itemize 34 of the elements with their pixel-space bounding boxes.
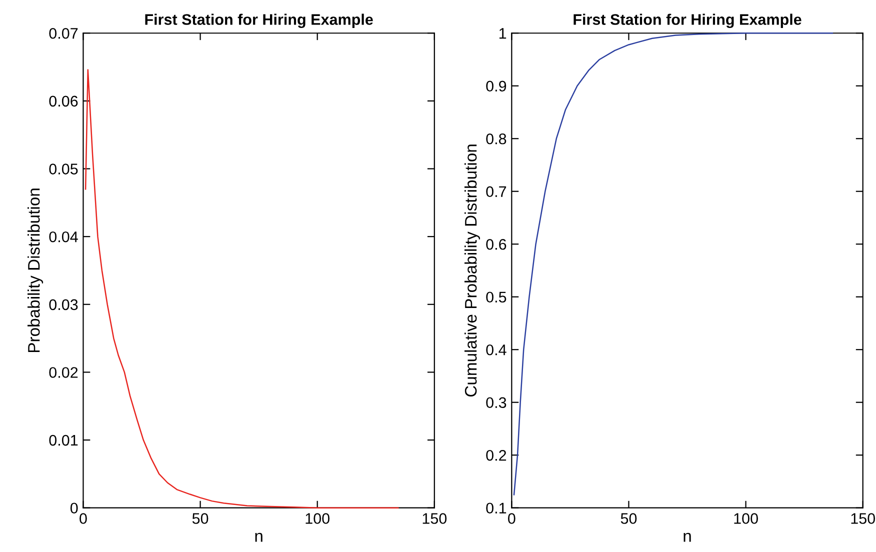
y-tick-label: 1 — [499, 28, 506, 39]
y-tick-label: 0.7 — [486, 186, 506, 198]
x-tick-label: 50 — [192, 513, 208, 524]
x-tick-label: 100 — [734, 513, 758, 524]
x-tick-label: 50 — [620, 513, 637, 524]
chart-title: First Station for Hiring Example — [574, 14, 802, 28]
y-tick-label: 0.4 — [486, 344, 506, 356]
x-axis-title: n — [684, 532, 691, 542]
y-tick-label: 0.3 — [486, 397, 506, 408]
y-axis-title: Cumulative Probability Distribution — [464, 144, 480, 397]
y-tick-label: 0.2 — [486, 450, 506, 461]
y-tick-label: 0.5 — [486, 292, 506, 303]
line-series — [84, 69, 399, 508]
y-tick-label: 0.03 — [49, 299, 78, 310]
x-axis-title: n — [255, 532, 262, 542]
y-tick-label: 0.8 — [486, 133, 506, 144]
y-tick-label: 0.07 — [49, 28, 78, 39]
y-tick-label: 0.02 — [49, 367, 78, 378]
x-tick-label: 100 — [306, 513, 330, 524]
y-tick-label: 0.05 — [49, 164, 78, 174]
line-series — [513, 32, 834, 496]
x-tick-label: 150 — [422, 513, 447, 524]
chart-title: First Station for Hiring Example — [145, 14, 373, 28]
x-tick-label: 0 — [508, 513, 516, 524]
x-tick-label: 150 — [851, 513, 876, 524]
y-tick-label: 0.9 — [486, 80, 506, 92]
y-tick-label: 0.04 — [49, 231, 78, 242]
y-tick-label: 0.01 — [49, 434, 78, 446]
x-tick-label: 0 — [80, 513, 87, 524]
y-tick-label: 0.1 — [486, 502, 506, 514]
y-tick-label: 0.06 — [49, 96, 78, 107]
y-tick-label: 0.6 — [486, 238, 506, 250]
y-axis-title: Probability Distribution — [28, 188, 44, 352]
y-tick-label: 0 — [70, 502, 78, 514]
